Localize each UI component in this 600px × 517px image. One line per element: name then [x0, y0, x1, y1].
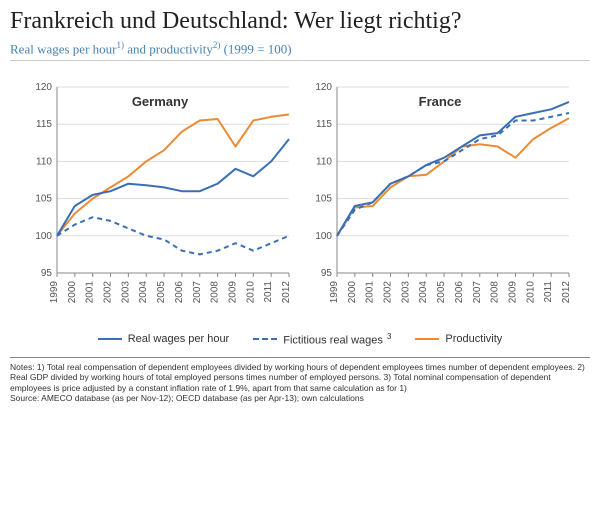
chart-panel-france: France 951001051101151201999200020012002…: [305, 69, 575, 324]
svg-text:2012: 2012: [561, 280, 572, 303]
svg-text:105: 105: [35, 194, 52, 205]
svg-text:2000: 2000: [347, 280, 358, 303]
svg-text:2010: 2010: [525, 280, 536, 303]
svg-text:110: 110: [316, 156, 332, 167]
svg-text:2001: 2001: [365, 280, 376, 303]
legend-item-productivity: Productivity: [415, 332, 502, 347]
legend-label-real_wages: Real wages per hour: [128, 333, 230, 345]
svg-text:105: 105: [315, 194, 332, 205]
svg-text:1999: 1999: [49, 280, 60, 303]
svg-text:2005: 2005: [436, 280, 447, 303]
svg-text:2001: 2001: [85, 280, 96, 303]
legend-swatch-productivity: [415, 338, 439, 340]
series-real_wages: [57, 139, 289, 236]
legend-item-real_wages: Real wages per hour: [98, 332, 230, 347]
svg-text:2002: 2002: [383, 280, 394, 303]
svg-text:2008: 2008: [490, 280, 501, 303]
series-fictitious: [337, 113, 569, 236]
svg-text:115: 115: [36, 119, 52, 130]
svg-text:100: 100: [315, 231, 332, 242]
svg-text:120: 120: [35, 82, 52, 93]
svg-text:2012: 2012: [281, 280, 292, 303]
svg-text:2007: 2007: [192, 280, 203, 303]
svg-text:2000: 2000: [67, 280, 78, 303]
svg-text:115: 115: [316, 119, 332, 130]
legend-swatch-fictitious: [253, 338, 277, 340]
legend-label-fictitious: Fictitious real wages 3: [283, 332, 391, 347]
svg-text:2007: 2007: [472, 280, 483, 303]
svg-text:2006: 2006: [174, 280, 185, 303]
chart-panel-germany: Germany 95100105110115120199920002001200…: [25, 69, 295, 324]
series-productivity: [337, 118, 569, 236]
svg-text:2006: 2006: [454, 280, 465, 303]
svg-text:2004: 2004: [138, 280, 149, 303]
svg-text:95: 95: [41, 268, 53, 279]
svg-text:2010: 2010: [245, 280, 256, 303]
charts-row: Germany 95100105110115120199920002001200…: [10, 69, 590, 324]
chart-svg-france: 95 100 105 110 115 120 1999 2000 2001 2002 2003 200…: [305, 69, 575, 319]
svg-text:2009: 2009: [507, 280, 518, 303]
legend-item-fictitious: Fictitious real wages 3: [253, 332, 391, 347]
svg-text:110: 110: [36, 156, 52, 167]
svg-text:2002: 2002: [103, 280, 114, 303]
svg-text:120: 120: [315, 82, 332, 93]
figure-title: Frankreich und Deutschland: Wer liegt ri…: [10, 8, 590, 36]
chart-svg-germany: 95 100 105 110 115 120 1999 2000 2001 2002 2003 200…: [25, 69, 295, 319]
figure-subtitle: Real wages per hour1) and productivity2)…: [10, 40, 590, 61]
svg-text:95: 95: [321, 268, 333, 279]
legend: Real wages per hour Fictitious real wages…: [10, 332, 590, 347]
figure-notes: Notes: 1) Total real compensation of dep…: [10, 357, 590, 405]
svg-text:2008: 2008: [210, 280, 221, 303]
svg-text:2005: 2005: [156, 280, 167, 303]
svg-text:100: 100: [35, 231, 52, 242]
svg-text:2003: 2003: [400, 280, 411, 303]
legend-swatch-real_wages: [98, 338, 122, 340]
svg-text:2011: 2011: [263, 280, 274, 302]
svg-text:1999: 1999: [329, 280, 340, 303]
svg-text:2011: 2011: [543, 280, 554, 302]
series-real_wages: [337, 102, 569, 236]
svg-text:2003: 2003: [120, 280, 131, 303]
legend-label-productivity: Productivity: [445, 333, 502, 345]
svg-text:2004: 2004: [418, 280, 429, 303]
figure-container: Frankreich und Deutschland: Wer liegt ri…: [0, 0, 600, 414]
svg-text:2009: 2009: [227, 280, 238, 303]
